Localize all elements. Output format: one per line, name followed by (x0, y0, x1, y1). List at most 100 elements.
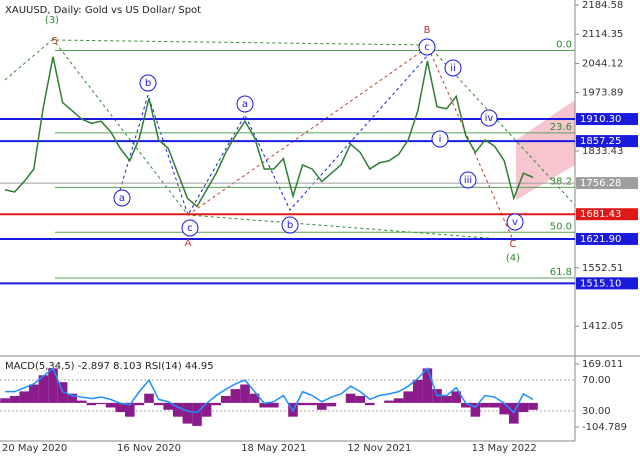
macd-bar (307, 402, 317, 406)
wave-line (119, 54, 429, 217)
macd-bar (365, 402, 375, 406)
macd-bar (9, 395, 20, 403)
macd-bar (134, 402, 145, 406)
y-tick-label: 2114.35 (582, 29, 623, 40)
macd-bar (240, 384, 250, 403)
wave-label: 5 (52, 36, 58, 47)
wave-circle (506, 213, 524, 231)
wave-label: b (287, 220, 293, 231)
level-label: 1621.90 (580, 234, 621, 245)
macd-bar (413, 379, 423, 403)
macd-bar (326, 402, 337, 407)
y-tick-label: 169.011 (582, 359, 623, 370)
chart-title: XAUUSD, Daily: Gold vs US Dollar/ Spot (5, 5, 201, 16)
macd-bar (153, 402, 164, 406)
macd-bar (173, 402, 183, 417)
wave-label: b (145, 78, 151, 89)
level-label: 1515.10 (580, 278, 621, 289)
macd-bar (461, 402, 471, 408)
wave-circle (281, 216, 299, 234)
y-tick-label: 1412.05 (582, 321, 623, 332)
wave-circle (181, 219, 199, 237)
level-box (576, 177, 638, 190)
wave-label: (3) (45, 15, 59, 26)
wave-label: c (187, 223, 193, 234)
wave-label: (4) (506, 253, 520, 264)
x-tick-label: 20 May 2020 (2, 443, 67, 454)
wave-label: iii (464, 175, 472, 186)
macd-bar (211, 402, 221, 406)
wave-circle (113, 189, 131, 207)
target-zone (516, 100, 575, 200)
macd-bar (355, 395, 365, 403)
y2-tick-label: 70.00 (582, 375, 611, 386)
macd-bar (528, 402, 538, 410)
wave-circle (444, 59, 462, 77)
level-label: 1756.28 (580, 178, 621, 189)
y-tick-label: 1973.89 (582, 88, 623, 99)
macd-bar (499, 402, 509, 415)
macd-bar (125, 402, 135, 417)
level-box (576, 277, 638, 290)
macd-bar (96, 402, 106, 405)
indicator-title: MACD(5,34,5) -2.897 8.103 RSI(14) 44.95 (5, 361, 214, 372)
wave-circle (459, 171, 477, 189)
macd-bar (105, 402, 116, 408)
macd-bar (182, 402, 193, 424)
wave-label: ii (450, 63, 456, 74)
macd-bar (57, 382, 68, 403)
macd-bar (345, 393, 356, 403)
macd-bar (38, 375, 49, 403)
level-box (576, 113, 638, 126)
macd-bar (230, 389, 241, 403)
fib-label: 38.2 (550, 176, 572, 187)
y-tick-label: 2044.12 (582, 58, 623, 69)
macd-bar (384, 400, 394, 403)
wave-label: c (424, 42, 430, 53)
fib-label: 0.0 (556, 40, 572, 51)
wave-label: v (512, 217, 518, 228)
macd-bar (192, 402, 202, 426)
macd-bar (489, 402, 500, 408)
y-tick-label: 1833.43 (582, 146, 623, 157)
macd-bar (0, 398, 10, 403)
fib-label: 61.8 (550, 267, 572, 278)
macd-bar (269, 402, 279, 408)
macd-bar (518, 402, 529, 413)
macd-bar (19, 391, 29, 403)
wave-label: A (185, 238, 192, 249)
macd-bar (317, 402, 327, 410)
level-label: 1681.43 (580, 209, 621, 220)
macd-bar (441, 395, 452, 403)
wave-label: iv (485, 113, 494, 124)
wave-label: a (119, 193, 125, 204)
macd-bar (201, 402, 212, 417)
wave-label: i (439, 134, 442, 145)
wave-circle (139, 74, 157, 92)
y2-tick-label: 30.00 (582, 406, 611, 417)
wave-circle (480, 109, 498, 127)
macd-bar (297, 402, 308, 406)
channel-line (4, 39, 576, 206)
wave-line (187, 46, 514, 241)
y-tick-label: 1552.51 (582, 263, 623, 274)
macd-bar (144, 393, 154, 403)
macd-bar (115, 402, 125, 413)
wave-circle (418, 38, 436, 56)
macd-bar (221, 395, 231, 403)
macd-bar (480, 402, 490, 408)
macd-bar (451, 391, 461, 403)
macd-bar (67, 393, 77, 403)
fib-label: 23.6 (550, 122, 572, 133)
macd-bar (393, 398, 404, 403)
macd-bar (29, 384, 39, 403)
level-label: 1857.25 (580, 136, 621, 147)
x-tick-label: 16 Nov 2020 (117, 443, 181, 454)
macd-bar (249, 393, 260, 403)
macd-bar (163, 402, 173, 410)
level-label: 1910.30 (580, 114, 621, 125)
wave-circle (431, 130, 449, 148)
x-tick-label: 18 May 2021 (241, 443, 306, 454)
